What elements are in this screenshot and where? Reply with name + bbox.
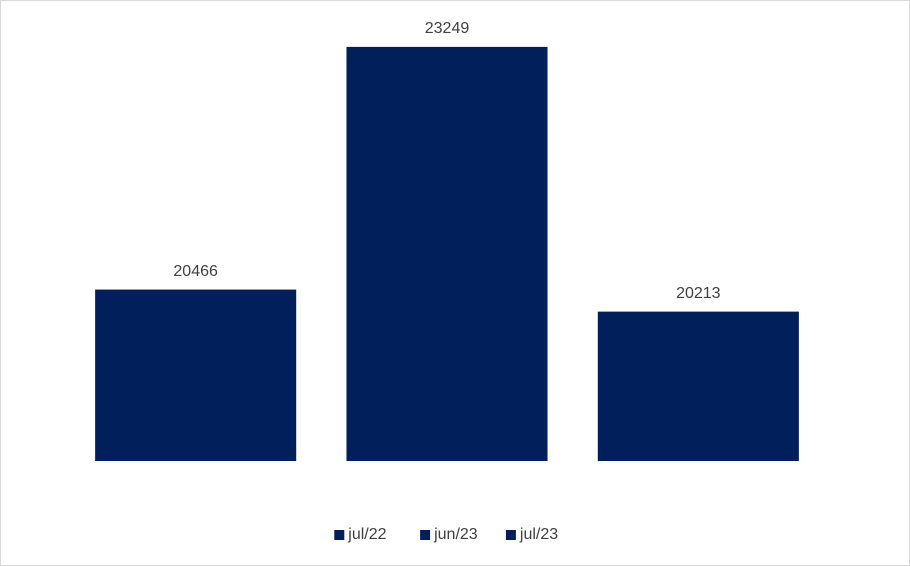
legend-label: jun/23 [433, 526, 478, 543]
bar [95, 289, 297, 461]
legend-swatch [505, 530, 516, 540]
legend-label: jul/22 [347, 526, 386, 543]
legend-label: jul/23 [519, 526, 558, 543]
bar [597, 311, 799, 461]
legend-swatch [334, 530, 345, 540]
data-label: 23249 [425, 20, 470, 37]
legend-swatch [420, 530, 431, 540]
bar [346, 46, 548, 461]
data-label: 20213 [676, 285, 721, 302]
data-label: 20466 [173, 263, 218, 280]
